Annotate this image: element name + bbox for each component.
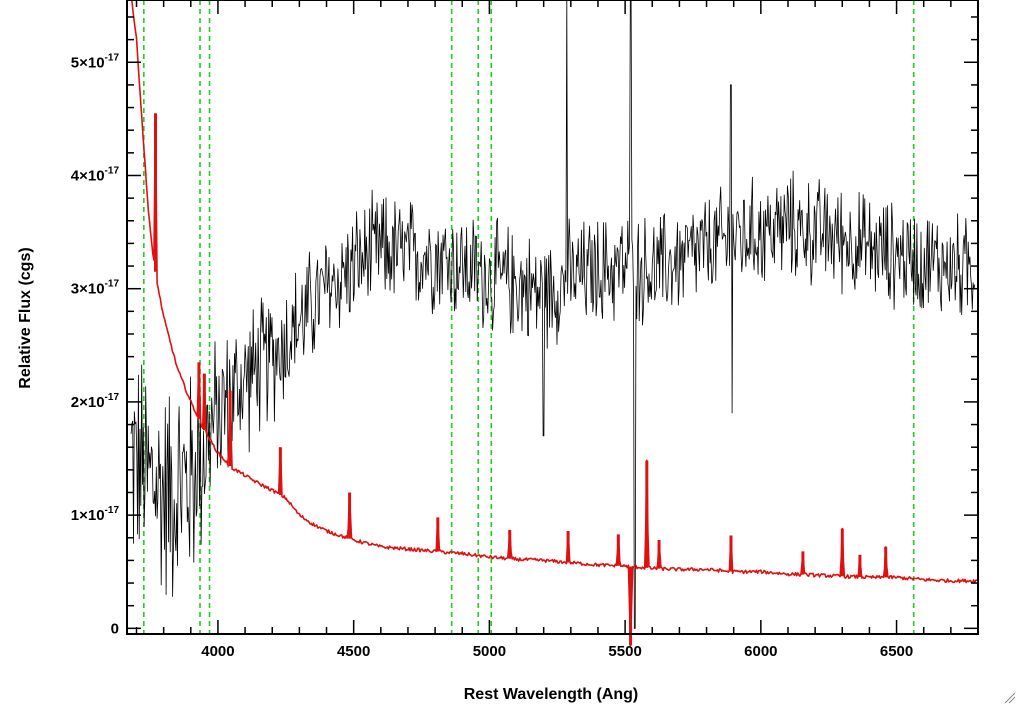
y-tick-label: 0 xyxy=(111,620,119,637)
x-tick-label: 5500 xyxy=(608,643,641,660)
x-axis-title: Rest Wavelength (Ang) xyxy=(464,686,639,703)
x-ticks: 4000 4500 5000 5500 6000 6500 xyxy=(135,0,979,660)
x-tick-label: 6000 xyxy=(744,643,777,660)
y-tick-label: 4×10-17 xyxy=(71,165,120,184)
plot-frame xyxy=(126,0,979,635)
plot-border xyxy=(126,0,979,635)
observed-spectrum xyxy=(130,0,976,629)
resize-grip-icon[interactable] xyxy=(1002,690,1016,704)
y-tick-label: 5×10-17 xyxy=(71,52,120,71)
model-spectrum-line xyxy=(130,0,979,647)
y-axis-title: Relative Flux (cgs) xyxy=(17,247,34,388)
y-tick-label: 1×10-17 xyxy=(71,505,120,524)
x-tick-label: 4500 xyxy=(337,643,370,660)
x-tick-label: 5000 xyxy=(473,643,506,660)
x-tick-label: 6500 xyxy=(880,643,913,660)
model-spectrum xyxy=(130,0,979,647)
y-tick-label: 2×10-17 xyxy=(71,392,120,411)
y-ticks: 0 1×10-17 2×10-17 3×10-17 4×10-17 5×10-17 xyxy=(71,16,978,637)
y-tick-label: 3×10-17 xyxy=(71,279,120,298)
observed-spectrum-line xyxy=(130,0,976,629)
reference-lines xyxy=(143,0,915,634)
x-tick-label: 4000 xyxy=(201,643,234,660)
